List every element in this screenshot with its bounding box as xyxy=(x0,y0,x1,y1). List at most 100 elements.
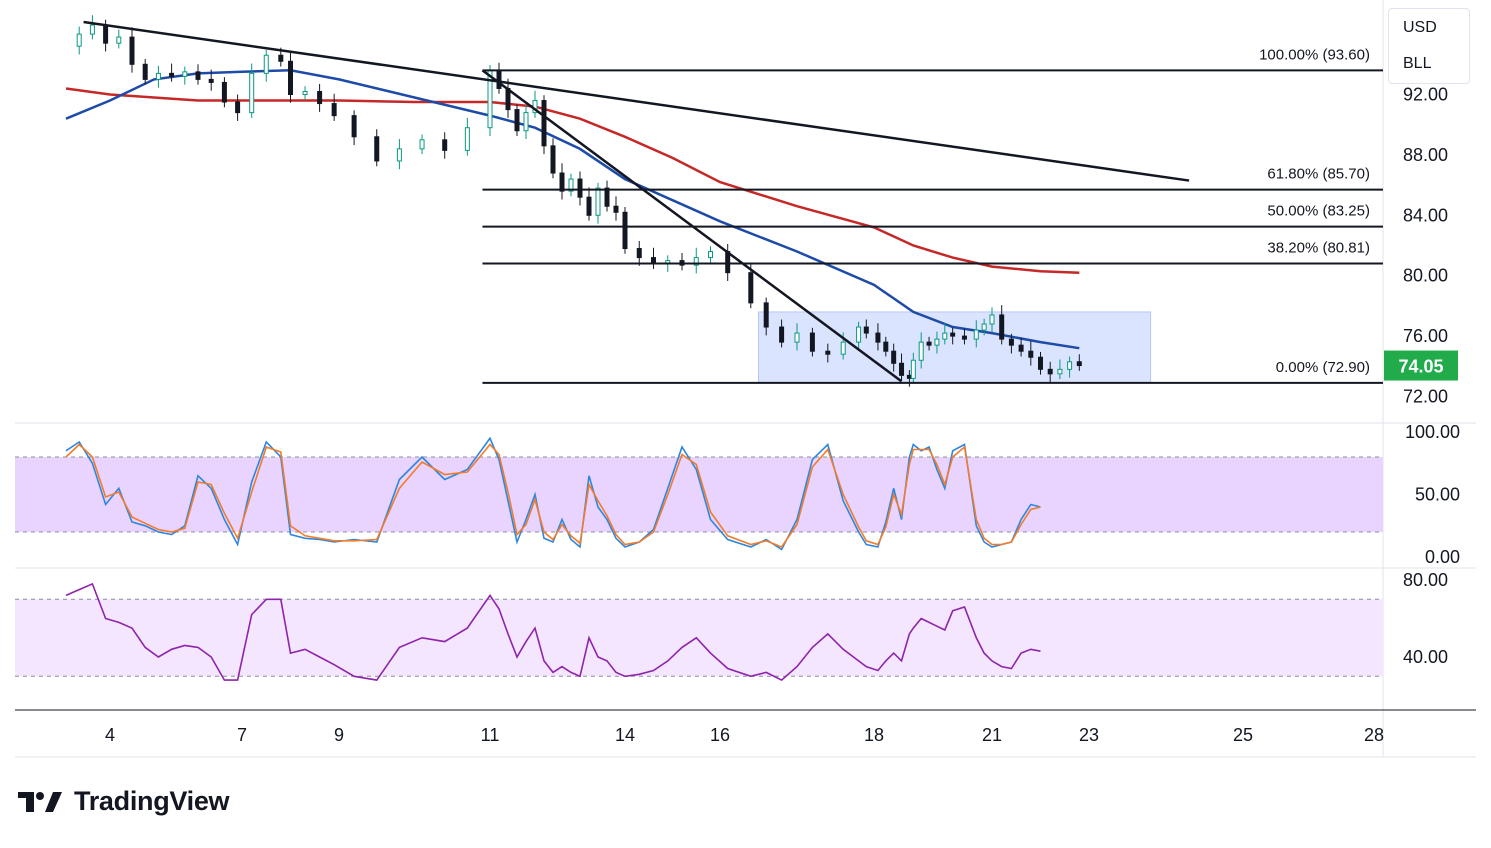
candle-body[interactable] xyxy=(221,81,227,103)
candle-body[interactable] xyxy=(981,323,987,331)
candle-body[interactable] xyxy=(155,72,161,80)
candle-body[interactable] xyxy=(142,63,148,80)
candle-body[interactable] xyxy=(863,326,869,334)
candle-body[interactable] xyxy=(636,248,642,259)
stochastic-d-line[interactable] xyxy=(65,443,1041,548)
candle-body[interactable] xyxy=(523,112,529,132)
candle-body[interactable] xyxy=(317,90,323,105)
tradingview-logo[interactable]: TradingView xyxy=(18,786,230,817)
candle-body[interactable] xyxy=(129,36,135,65)
stochastic-k-line[interactable] xyxy=(65,436,1041,551)
consolidation-zone[interactable] xyxy=(758,311,1152,384)
candle-body[interactable] xyxy=(169,72,175,77)
candle-body[interactable] xyxy=(794,332,800,343)
candle-body[interactable] xyxy=(278,54,284,62)
candle-body[interactable] xyxy=(288,60,293,95)
candle-body[interactable] xyxy=(577,178,583,198)
candle-body[interactable] xyxy=(89,24,95,35)
candle-body[interactable] xyxy=(989,314,995,325)
candle-body[interactable] xyxy=(559,172,565,192)
candle-body[interactable] xyxy=(1057,368,1063,375)
symbol-box[interactable]: USD BLL xyxy=(1388,8,1470,84)
candle-body[interactable] xyxy=(973,329,979,340)
time-axis-label: 16 xyxy=(710,725,730,745)
candle-body[interactable] xyxy=(1018,344,1024,352)
stochastic-axis-label: 0.00 xyxy=(1425,547,1460,567)
candle-body[interactable] xyxy=(464,127,470,151)
candle-body[interactable] xyxy=(208,78,214,83)
candle-body[interactable] xyxy=(961,335,967,340)
currency-label: USD xyxy=(1403,19,1437,36)
candle-body[interactable] xyxy=(595,187,601,216)
candle-body[interactable] xyxy=(541,100,547,147)
candle-body[interactable] xyxy=(613,205,619,213)
rsi-line[interactable] xyxy=(65,582,1041,682)
candle-body[interactable] xyxy=(396,148,402,162)
candle-body[interactable] xyxy=(926,341,932,346)
candle-body[interactable] xyxy=(1047,368,1053,375)
candle-body[interactable] xyxy=(856,326,862,343)
candle-body[interactable] xyxy=(708,251,713,259)
candle-body[interactable] xyxy=(263,54,269,74)
price-axis-label: 84.00 xyxy=(1403,205,1448,225)
price-axis-label: 76.00 xyxy=(1403,326,1448,346)
candle-body[interactable] xyxy=(891,350,897,364)
candle-body[interactable] xyxy=(763,302,769,328)
candle-body[interactable] xyxy=(195,71,201,80)
main-pane[interactable]: 100.00% (93.60) 61.80% (85.70) 50.00% (83.… xyxy=(65,15,1383,387)
candle-body[interactable] xyxy=(514,109,520,132)
candle-body[interactable] xyxy=(875,332,881,343)
candle-body[interactable] xyxy=(950,332,956,337)
candle-body[interactable] xyxy=(1067,361,1073,370)
candle-body[interactable] xyxy=(116,36,122,44)
candle-body[interactable] xyxy=(1038,356,1043,370)
ma-fast-line[interactable] xyxy=(65,69,1080,350)
candle-body[interactable] xyxy=(906,374,912,379)
candle-body[interactable] xyxy=(1076,361,1082,367)
trendline[interactable] xyxy=(83,20,1190,182)
candle-body[interactable] xyxy=(103,24,109,44)
candle-body[interactable] xyxy=(910,359,916,379)
ma-slow-line[interactable] xyxy=(65,87,1080,274)
trendline[interactable] xyxy=(481,69,903,383)
time-axis-label: 9 xyxy=(334,725,344,745)
candle-body[interactable] xyxy=(942,332,948,340)
candle-body[interactable] xyxy=(331,103,337,117)
candle-body[interactable] xyxy=(351,115,357,138)
candle-body[interactable] xyxy=(496,69,502,89)
rsi-pane[interactable] xyxy=(15,582,1383,682)
stochastic-axis-label: 100.00 xyxy=(1405,422,1460,442)
candle-body[interactable] xyxy=(586,196,592,216)
time-axis-label: 7 xyxy=(237,725,247,745)
candle-body[interactable] xyxy=(918,341,924,361)
candle-body[interactable] xyxy=(568,178,574,192)
candle-body[interactable] xyxy=(899,362,905,376)
candle-body[interactable] xyxy=(748,272,754,304)
candle-body[interactable] xyxy=(825,350,831,355)
candle-body[interactable] xyxy=(693,257,699,266)
candle-body[interactable] xyxy=(419,139,425,150)
candle-body[interactable] xyxy=(235,101,241,114)
candle-body[interactable] xyxy=(550,145,556,174)
candle-body[interactable] xyxy=(76,33,82,47)
candle-body[interactable] xyxy=(779,326,785,343)
candle-body[interactable] xyxy=(302,90,308,96)
candle-body[interactable] xyxy=(840,341,846,355)
candle-body[interactable] xyxy=(1028,350,1034,358)
candle-body[interactable] xyxy=(809,332,815,352)
time-axis-label: 4 xyxy=(105,725,115,745)
candle-body[interactable] xyxy=(182,71,188,77)
candle-body[interactable] xyxy=(249,72,255,114)
rsi-band xyxy=(15,599,1383,677)
candle-body[interactable] xyxy=(883,341,889,352)
candle-body[interactable] xyxy=(374,136,380,162)
candle-body[interactable] xyxy=(934,338,940,346)
candle-body[interactable] xyxy=(442,139,448,151)
candle-body[interactable] xyxy=(999,314,1005,340)
time-axis-label: 28 xyxy=(1364,725,1384,745)
stochastic-pane[interactable] xyxy=(15,436,1383,551)
candle-body[interactable] xyxy=(622,211,628,250)
candle-body[interactable] xyxy=(1008,338,1014,346)
candle-body[interactable] xyxy=(604,187,610,207)
